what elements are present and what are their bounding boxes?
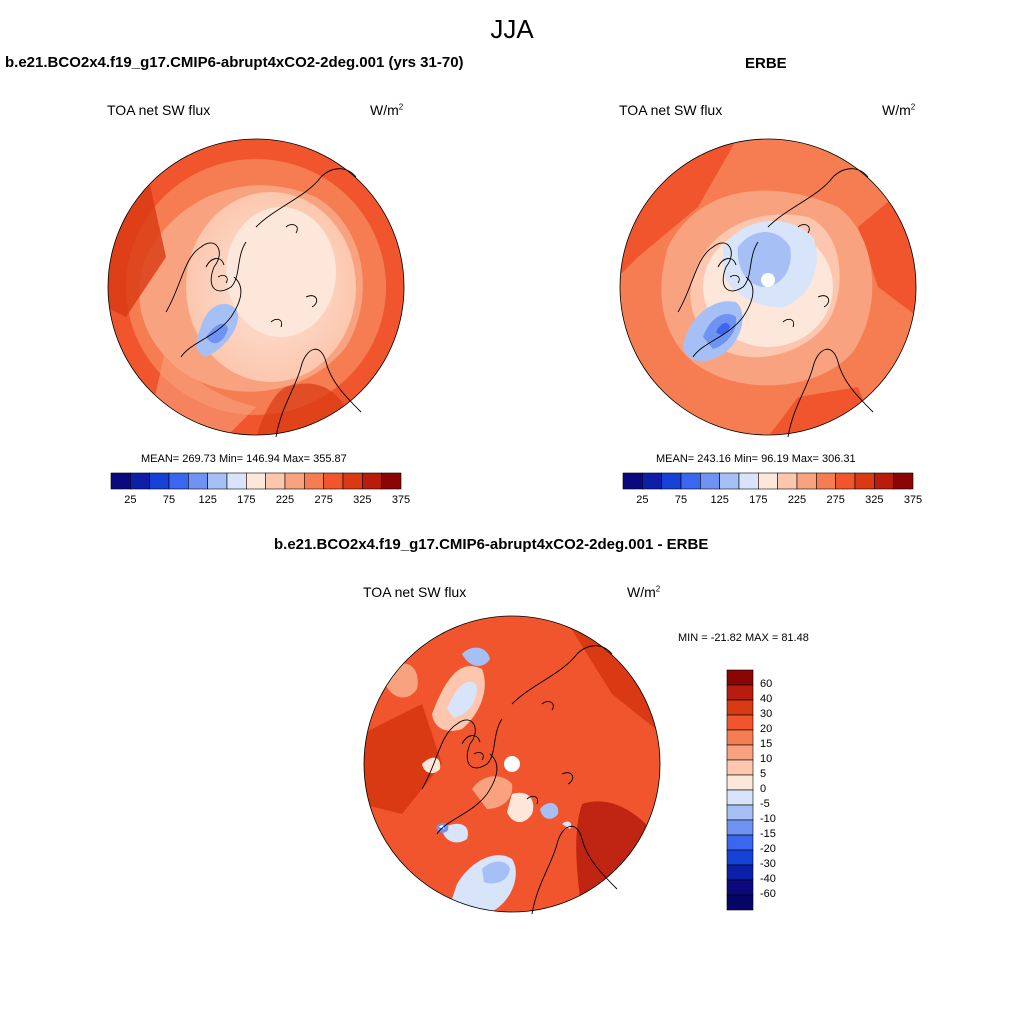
colorbar-box	[719, 472, 740, 490]
panel1-colorbar	[110, 472, 402, 490]
colorbar-box	[226, 472, 247, 490]
colorbar-box	[188, 472, 208, 490]
colorbar-tick-label: -15	[760, 828, 776, 840]
colorbar-tick-label: 275	[826, 494, 845, 506]
panel1-stats: MEAN= 269.73 Min= 146.94 Max= 355.87	[141, 453, 347, 465]
panel2-units-label: W/m2	[882, 102, 916, 118]
colorbar-tick-label: 175	[237, 494, 256, 506]
colorbar-box	[700, 472, 720, 490]
colorbar-box	[726, 774, 754, 791]
colorbar-tick-label: 125	[710, 494, 729, 506]
panel3-units-label: W/m2	[627, 584, 661, 600]
colorbar-tick-label: 225	[787, 494, 807, 506]
colorbar-tick-label: 75	[674, 494, 688, 506]
colorbar-box	[726, 789, 754, 806]
colorbar-box	[726, 849, 754, 866]
colorbar-box	[835, 472, 856, 490]
colorbar-tick-label: 75	[162, 494, 176, 506]
colorbar-box	[362, 472, 382, 490]
colorbar-box	[149, 472, 170, 490]
panel3-heading: b.e21.BCO2x4.f19_g17.CMIP6-abrupt4xCO2-2…	[274, 536, 709, 553]
colorbar-box	[130, 472, 150, 490]
colorbar-tick-label: 40	[760, 693, 773, 705]
panel3-stats: MIN = -21.82 MAX = 81.48	[678, 632, 809, 644]
colorbar-tick-label: 60	[760, 678, 773, 690]
colorbar-box	[622, 472, 643, 490]
colorbar-tick-label: 325	[353, 494, 372, 506]
panel1-polar-map	[107, 138, 405, 438]
colorbar-tick-label: -5	[760, 798, 770, 810]
panel1-units-label: W/m2	[370, 102, 404, 118]
colorbar-tick-label: 25	[124, 494, 137, 506]
colorbar-tick-label: -40	[760, 873, 776, 885]
colorbar-tick-label: 375	[903, 494, 923, 506]
colorbar-box	[323, 472, 344, 490]
colorbar-box	[680, 472, 701, 490]
panel2-stats: MEAN= 243.16 Min= 96.19 Max= 306.31	[656, 453, 856, 465]
panel3-colorbar	[726, 669, 754, 911]
panel3-variable-label: TOA net SW flux	[363, 584, 467, 600]
colorbar-tick-label: 375	[391, 494, 411, 506]
colorbar-box	[738, 472, 759, 490]
colorbar-box	[381, 472, 402, 490]
colorbar-tick-label: 15	[760, 738, 773, 750]
colorbar-box	[726, 684, 754, 701]
colorbar-box	[246, 472, 266, 490]
colorbar-box	[796, 472, 817, 490]
colorbar-tick-label: -20	[760, 843, 776, 855]
colorbar-box	[854, 472, 875, 490]
panel1-variable-label: TOA net SW flux	[107, 102, 211, 118]
panel2-polar-map	[619, 138, 917, 438]
colorbar-tick-label: 275	[314, 494, 333, 506]
colorbar-box	[726, 834, 754, 851]
colorbar-box	[816, 472, 836, 490]
colorbar-box	[726, 879, 754, 896]
colorbar-tick-label: 30	[760, 708, 773, 720]
colorbar-box	[726, 864, 754, 881]
colorbar-box	[284, 472, 305, 490]
colorbar-tick-label: 10	[760, 753, 773, 765]
colorbar-tick-label: 20	[760, 723, 773, 735]
colorbar-box	[726, 759, 754, 776]
colorbar-tick-label: 5	[760, 768, 767, 780]
colorbar-box	[726, 819, 754, 836]
colorbar-tick-label: 225	[275, 494, 295, 506]
colorbar-tick-label: 175	[749, 494, 768, 506]
colorbar-tick-label: -30	[760, 858, 776, 870]
colorbar-box	[726, 714, 754, 731]
colorbar-box	[874, 472, 894, 490]
colorbar-box	[758, 472, 778, 490]
panel3-polar-map	[363, 615, 661, 915]
panel1-heading: b.e21.BCO2x4.f19_g17.CMIP6-abrupt4xCO2-2…	[5, 54, 464, 71]
colorbar-box	[726, 804, 754, 821]
colorbar-box	[661, 472, 682, 490]
colorbar-box	[207, 472, 228, 490]
panel2-heading: ERBE	[745, 55, 787, 72]
colorbar-box	[726, 894, 754, 911]
colorbar-box	[642, 472, 662, 490]
colorbar-box	[265, 472, 286, 490]
colorbar-box	[726, 699, 754, 716]
colorbar-box	[726, 729, 754, 746]
colorbar-tick-label: -60	[760, 888, 776, 900]
colorbar-box	[304, 472, 324, 490]
colorbar-box	[168, 472, 189, 490]
colorbar-tick-label: 25	[636, 494, 649, 506]
colorbar-box	[893, 472, 914, 490]
colorbar-box	[342, 472, 363, 490]
figure-title: JJA	[490, 14, 534, 44]
colorbar-tick-label: -10	[760, 813, 776, 825]
colorbar-box	[777, 472, 798, 490]
colorbar-tick-label: 325	[865, 494, 884, 506]
colorbar-box	[726, 669, 754, 686]
colorbar-tick-label: 0	[760, 783, 767, 795]
panel2-colorbar	[622, 472, 914, 490]
colorbar-box	[110, 472, 131, 490]
colorbar-box	[726, 744, 754, 761]
colorbar-tick-label: 125	[198, 494, 217, 506]
panel2-variable-label: TOA net SW flux	[619, 102, 723, 118]
